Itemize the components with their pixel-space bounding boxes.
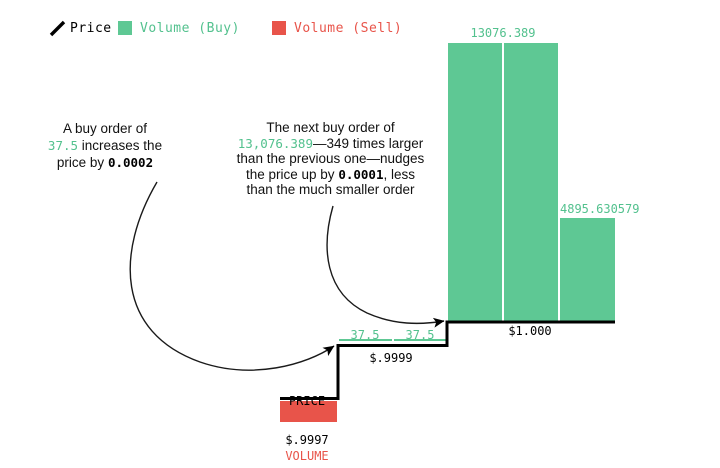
- annotation-arrow-left: [129, 181, 335, 371]
- price-level-top-label: $1.000: [508, 324, 552, 338]
- buy-volume-bar-large-right: [504, 43, 558, 322]
- price-level-mid-label: $.9999: [369, 351, 413, 365]
- sell-swatch-icon: [272, 21, 286, 35]
- annotation-left-line1: A buy order of: [62, 121, 148, 136]
- legend-price-label: Price: [70, 20, 112, 36]
- big-buy-inline-value: 13,076.389: [237, 135, 313, 151]
- big-buy-bar-value: 13076.389: [470, 26, 536, 40]
- annotation-right-line5: than the much smaller order: [246, 182, 415, 197]
- buy-volume-bar-small: [559, 218, 615, 321]
- legend-buy-label: Volume (Buy): [140, 20, 240, 36]
- buy-volume-inline-value: 37.5: [47, 138, 79, 153]
- sell-volume-caption: VOLUME 925: [285, 449, 329, 463]
- legend-item-volume-buy: Volume (Buy): [118, 20, 240, 36]
- step-buy-value-2: 37.5: [405, 328, 435, 342]
- annotation-right: The next buy order of 13,076.389—349 tim…: [228, 120, 433, 198]
- price-delta-inline-value-2: 0.0001: [338, 166, 384, 182]
- buy-swatch-icon: [118, 21, 132, 35]
- annotation-left-line3: price by 0.0002: [56, 155, 154, 170]
- step-buy-value-1: 37.5: [350, 328, 380, 342]
- legend-item-price: Price: [49, 20, 112, 36]
- price-line-icon: [49, 20, 66, 36]
- price-delta-inline-value: 0.0002: [107, 155, 154, 170]
- sell-volume-bar: [280, 401, 337, 422]
- price-level-low-label: $.9997: [285, 433, 329, 447]
- legend-item-volume-sell: Volume (Sell): [272, 20, 402, 36]
- small-buy-bar-value: 4895.630579: [560, 202, 640, 216]
- buy-volume-bar-large-left: [448, 43, 502, 322]
- annotation-right-line1: The next buy order of: [266, 120, 395, 135]
- legend-sell-label: Volume (Sell): [294, 20, 403, 36]
- annotation-right-line2: 13,076.389—349 times larger: [237, 135, 424, 151]
- annotation-arrow-right: [326, 205, 445, 328]
- annotation-right-line4: the price up by 0.0001, less: [246, 166, 415, 182]
- annotation-left-line2: 37.5 increases the: [47, 138, 163, 153]
- annotation-right-line3: than the previous one—nudges: [236, 151, 425, 166]
- annotation-left: A buy order of 37.5 increases the price …: [25, 120, 185, 171]
